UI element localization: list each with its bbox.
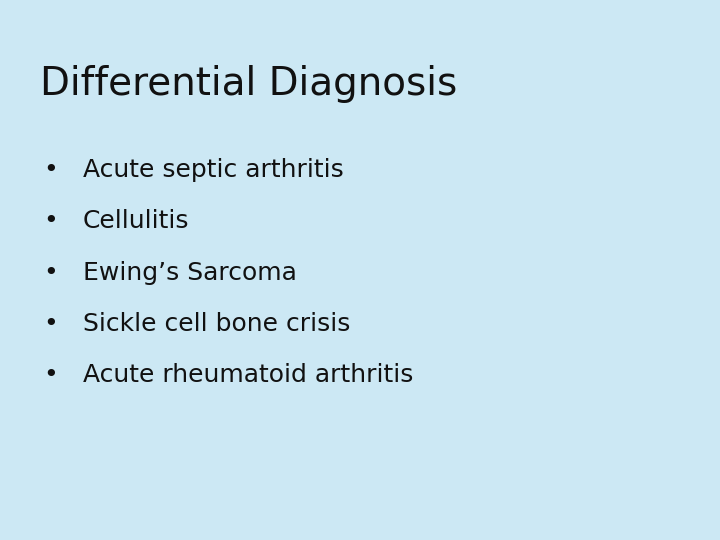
Text: •: • <box>43 210 58 233</box>
Text: •: • <box>43 312 58 336</box>
Text: Sickle cell bone crisis: Sickle cell bone crisis <box>83 312 350 336</box>
Text: •: • <box>43 261 58 285</box>
Text: Acute rheumatoid arthritis: Acute rheumatoid arthritis <box>83 363 413 387</box>
Text: Cellulitis: Cellulitis <box>83 210 189 233</box>
Text: •: • <box>43 158 58 182</box>
Text: Differential Diagnosis: Differential Diagnosis <box>40 65 457 103</box>
Text: Acute septic arthritis: Acute septic arthritis <box>83 158 343 182</box>
Text: Ewing’s Sarcoma: Ewing’s Sarcoma <box>83 261 297 285</box>
Text: •: • <box>43 363 58 387</box>
